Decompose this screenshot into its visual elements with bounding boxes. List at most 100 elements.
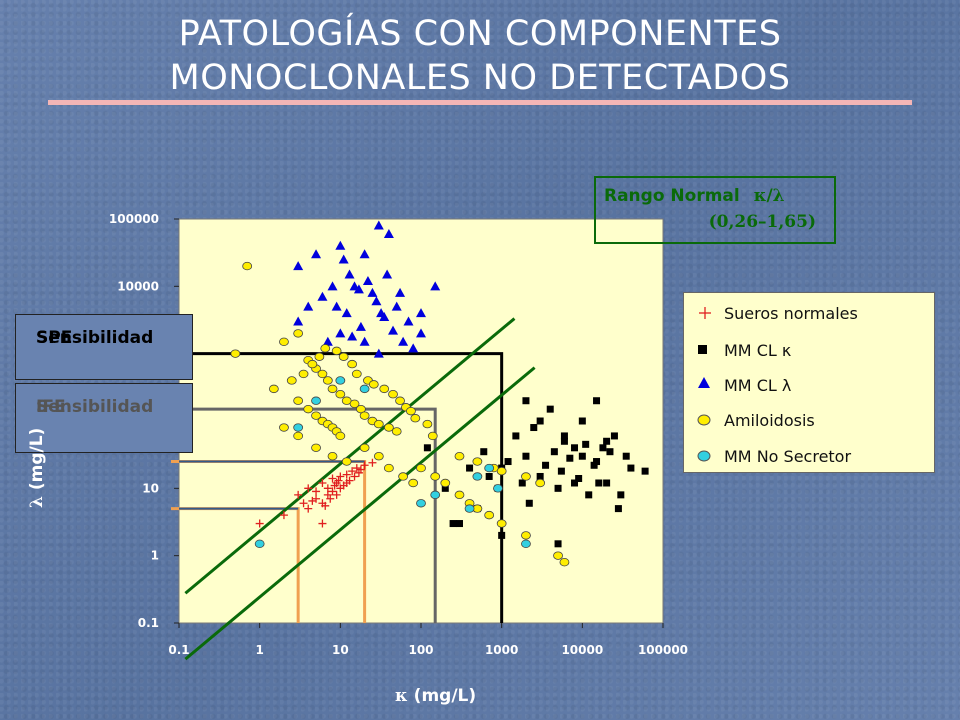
point-mm-lambda: [327, 281, 338, 291]
point-mm-lambda: [353, 284, 364, 294]
legend-item: MM CL λ: [684, 373, 791, 397]
point-normal-serum: [328, 487, 337, 496]
sensitivity-ife-line2: IFE: [36, 397, 66, 417]
legend-item: MM CL κ: [684, 338, 791, 362]
point-mm-lambda: [382, 269, 393, 279]
point-normal-serum: [360, 461, 369, 470]
point-normal-serum: [255, 519, 264, 528]
slide-title: PATOLOGÍAS CON COMPONENTES MONOCLONALES …: [0, 12, 960, 100]
point-amyloidosis: [383, 423, 394, 432]
point-normal-serum: [352, 464, 361, 473]
point-normal-serum: [368, 458, 377, 467]
point-amyloidosis: [335, 431, 346, 441]
point-amyloidosis: [472, 457, 483, 466]
point-mm-kappa: [614, 505, 622, 513]
point-normal-serum: [312, 487, 321, 496]
point-mm-kappa: [504, 458, 512, 466]
point-amyloidosis: [373, 419, 384, 429]
point-amyloidosis: [298, 369, 309, 379]
point-amyloidosis: [535, 478, 546, 488]
point-amyloidosis: [521, 472, 531, 481]
point-mm-kappa: [606, 448, 614, 456]
point-amyloidosis: [398, 472, 409, 481]
y-tick-label: 100000: [109, 212, 159, 226]
legend-item: Amiloidosis: [684, 408, 815, 432]
point-mm-kappa: [449, 520, 457, 528]
point-normal-serum: [350, 472, 359, 481]
x-tick-label: 10: [332, 643, 349, 657]
point-normal-serum: [332, 490, 341, 499]
point-mm-lambda: [367, 287, 378, 297]
x-axis-units: (mg/L): [413, 686, 477, 706]
point-amyloidosis: [373, 452, 384, 461]
point-amyloidosis: [553, 551, 563, 560]
point-normal-serum: [308, 496, 317, 505]
point-amyloidosis: [335, 390, 346, 399]
point-amyloidosis: [395, 396, 405, 405]
normal-range-ratio: κ/λ: [753, 186, 785, 206]
point-mm-kappa: [441, 484, 449, 492]
point-mm-kappa: [455, 520, 463, 528]
point-normal-serum: [348, 467, 357, 476]
point-mm-kappa: [578, 417, 586, 425]
point-mm-kappa: [550, 448, 558, 456]
point-amyloidosis: [379, 384, 390, 394]
point-normal-serum: [354, 468, 363, 477]
legend-label: MM No Secretor: [724, 446, 852, 466]
point-normal-serum: [304, 504, 313, 513]
point-amyloidosis: [440, 478, 451, 488]
point-amyloidosis: [559, 557, 570, 567]
point-mm-lambda: [359, 249, 370, 259]
point-amyloidosis: [427, 431, 438, 441]
normal-range-values: (0,26–1,65): [708, 212, 816, 232]
title-line-2: MONOCLONALES NO DETECTADOS: [169, 58, 791, 98]
point-amyloidosis: [286, 376, 297, 385]
point-mm-kappa: [610, 432, 618, 440]
point-mm-kappa: [554, 484, 562, 492]
legend-item: MM No Secretor: [684, 444, 851, 468]
point-mm-kappa: [530, 424, 538, 432]
point-mm-kappa: [571, 479, 579, 487]
point-amyloidosis: [293, 396, 304, 405]
point-mm-kappa: [542, 461, 550, 469]
point-amyloidosis: [347, 359, 358, 369]
point-mm-lambda: [293, 316, 304, 326]
point-amyloidosis: [484, 510, 495, 520]
point-amyloidosis: [406, 406, 416, 416]
ratio-line: [184, 317, 516, 595]
legend-circle-marker: [697, 450, 711, 462]
point-mm-kappa: [603, 437, 611, 445]
point-mm-kappa: [546, 405, 554, 413]
threshold-line: [171, 407, 437, 623]
point-normal-serum: [330, 481, 339, 490]
title-line-1: PATOLOGÍAS CON COMPONENTES: [178, 14, 782, 54]
point-mm-kappa: [582, 440, 590, 448]
point-mm-kappa: [522, 452, 530, 460]
ratio-line: [184, 366, 536, 661]
point-mm-kappa: [466, 464, 474, 472]
point-mm-nonsecretory: [464, 504, 475, 513]
legend-square-marker: [698, 345, 707, 354]
point-amyloidosis: [279, 337, 289, 347]
point-mm-kappa: [641, 467, 649, 475]
legend-plus-marker: [699, 307, 711, 319]
point-mm-lambda: [403, 316, 414, 326]
point-amyloidosis: [303, 404, 314, 414]
point-amyloidosis: [230, 349, 241, 358]
point-amyloidosis: [320, 344, 331, 353]
point-normal-serum: [345, 476, 354, 485]
point-mm-lambda: [373, 348, 384, 358]
point-mm-lambda: [355, 321, 366, 331]
point-mm-nonsecretory: [335, 376, 346, 385]
y-axis-units: (mg/L): [27, 427, 47, 491]
point-mm-kappa: [557, 467, 565, 475]
point-mm-kappa: [518, 479, 526, 487]
point-mm-kappa: [595, 479, 603, 487]
point-mm-nonsecretory: [472, 472, 483, 481]
point-mm-nonsecretory: [430, 490, 441, 500]
point-mm-lambda: [388, 325, 399, 335]
point-mm-lambda: [344, 269, 355, 279]
point-normal-serum: [342, 470, 351, 479]
point-amyloidosis: [293, 329, 304, 338]
